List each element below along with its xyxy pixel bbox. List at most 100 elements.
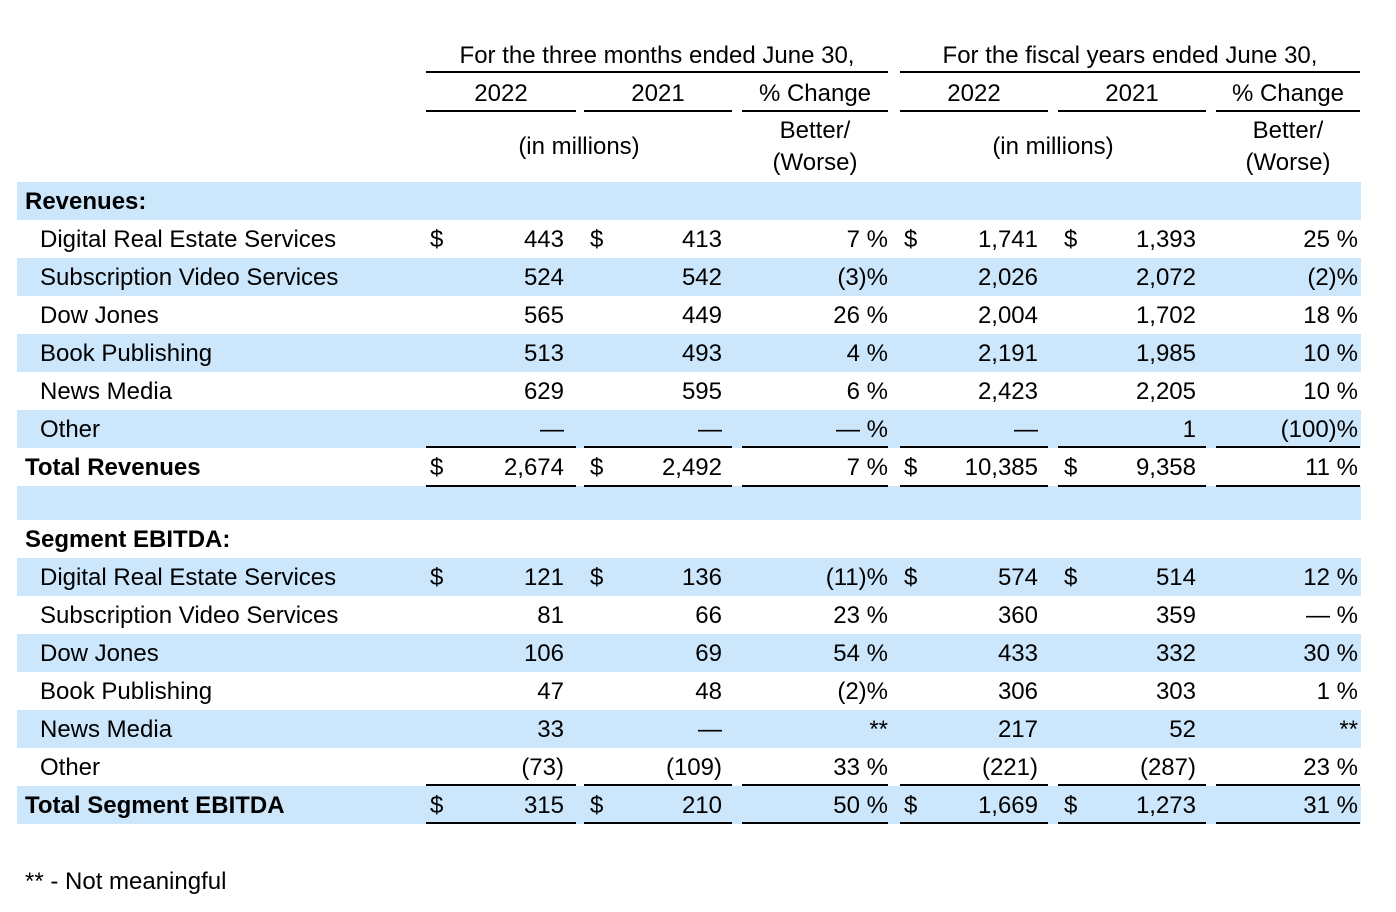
total-rule (900, 485, 1048, 487)
cell-q21: (109) (665, 754, 722, 781)
total-row-label: Total Segment EBITDA (25, 792, 285, 819)
cell-f22: 2,423 (977, 378, 1038, 405)
cell-q22: — (540, 416, 564, 443)
row-label: News Media (40, 716, 173, 743)
cell-d1: $ (430, 454, 444, 481)
header-f-2022: 2022 (947, 80, 1001, 107)
subtotal-rule (1058, 784, 1206, 786)
cell-q21: 69 (695, 640, 722, 667)
cell-q21: 413 (681, 226, 722, 253)
band-row (17, 258, 1361, 296)
subtotal-rule (742, 784, 888, 786)
header-rule (426, 71, 888, 73)
cell-qchg: 23 % (833, 602, 888, 629)
subtotal-rule (1216, 446, 1360, 448)
cell-fchg: — % (1305, 602, 1358, 629)
band-row (17, 410, 1361, 448)
cell-f22: 360 (997, 602, 1038, 629)
cell-fchg: 23 % (1303, 754, 1358, 781)
cell-f22: — (1014, 416, 1038, 443)
cell-fchg: 30 % (1303, 640, 1358, 667)
cell-d4: $ (1064, 564, 1078, 591)
cell-f21: 359 (1155, 602, 1196, 629)
total-rule (1216, 485, 1360, 487)
row-label: News Media (40, 378, 173, 405)
cell-q22: 513 (523, 340, 564, 367)
header-rule (584, 110, 732, 112)
cell-q21: — (698, 716, 722, 743)
header-f-pct-change: % Change (1231, 80, 1345, 107)
band-row (17, 710, 1361, 748)
band-spacer (17, 486, 1361, 520)
cell-d4: $ (1064, 226, 1078, 253)
cell-f22: (221) (981, 754, 1038, 781)
cell-q22: 106 (523, 640, 564, 667)
header-rule (1058, 110, 1206, 112)
cell-f22: 2,191 (977, 340, 1038, 367)
cell-q22: 443 (523, 226, 564, 253)
subtotal-rule (584, 446, 732, 448)
header-rule (1216, 110, 1360, 112)
cell-f21: 303 (1155, 678, 1196, 705)
total-rule (426, 485, 576, 487)
cell-d1: $ (430, 792, 444, 819)
cell-d4: $ (1064, 792, 1078, 819)
cell-f21: 1,702 (1135, 302, 1196, 329)
header-q-2022: 2022 (474, 80, 528, 107)
cell-fchg: (2)% (1307, 264, 1358, 291)
cell-q21: 66 (695, 602, 722, 629)
row-label: Digital Real Estate Services (40, 564, 337, 591)
cell-qchg: 6 % (846, 378, 888, 405)
cell-f22: 1,741 (977, 226, 1038, 253)
cell-q21: 493 (681, 340, 722, 367)
total-rule (1058, 485, 1206, 487)
total-rule (1216, 822, 1360, 824)
cell-f22: 433 (997, 640, 1038, 667)
cell-qchg: (11)% (825, 564, 888, 591)
cell-f21: 2,072 (1135, 264, 1196, 291)
cell-q22: 47 (537, 678, 564, 705)
total-row-label: Total Revenues (25, 454, 201, 481)
cell-q22: 2,674 (503, 454, 564, 481)
subtotal-rule (584, 784, 732, 786)
cell-qchg: (2)% (837, 678, 888, 705)
cell-d3: $ (904, 226, 918, 253)
row-label: Book Publishing (40, 678, 213, 705)
header-rule (426, 110, 576, 112)
footnote: ** - Not meaningful (25, 868, 227, 895)
header-q-better: Better/ (779, 117, 851, 144)
subtotal-rule (1058, 446, 1206, 448)
cell-d3: $ (904, 564, 918, 591)
subtotal-rule (900, 446, 1048, 448)
cell-fchg: 11 % (1305, 454, 1358, 481)
cell-f22: 10,385 (964, 454, 1038, 481)
cell-q21: — (698, 416, 722, 443)
header-f-better: Better/ (1252, 117, 1324, 144)
cell-q22: 81 (537, 602, 564, 629)
header-fiscal-years: For the fiscal years ended June 30, (942, 42, 1318, 69)
cell-qchg: 7 % (846, 454, 888, 481)
cell-q21: 595 (681, 378, 722, 405)
revenues-heading: Revenues: (25, 188, 147, 215)
cell-fchg: 18 % (1303, 302, 1358, 329)
cell-qchg: 26 % (833, 302, 888, 329)
band-row (17, 558, 1361, 596)
cell-q21: 48 (695, 678, 722, 705)
cell-q22: 121 (523, 564, 564, 591)
row-label: Subscription Video Services (40, 264, 339, 291)
row-label: Other (40, 754, 101, 781)
total-rule (584, 485, 732, 487)
cell-q21: 136 (681, 564, 722, 591)
total-rule (426, 822, 576, 824)
row-label: Other (40, 416, 101, 443)
subtotal-rule (1216, 784, 1360, 786)
band-row (17, 634, 1361, 672)
cell-fchg: 31 % (1303, 792, 1358, 819)
cell-d2: $ (590, 226, 604, 253)
cell-q22: 315 (523, 792, 564, 819)
cell-f22: 306 (997, 678, 1038, 705)
ebitda-heading: Segment EBITDA: (25, 526, 231, 553)
cell-f21: 1,273 (1135, 792, 1196, 819)
cell-fchg: 25 % (1303, 226, 1358, 253)
cell-f21: 1,985 (1135, 340, 1196, 367)
